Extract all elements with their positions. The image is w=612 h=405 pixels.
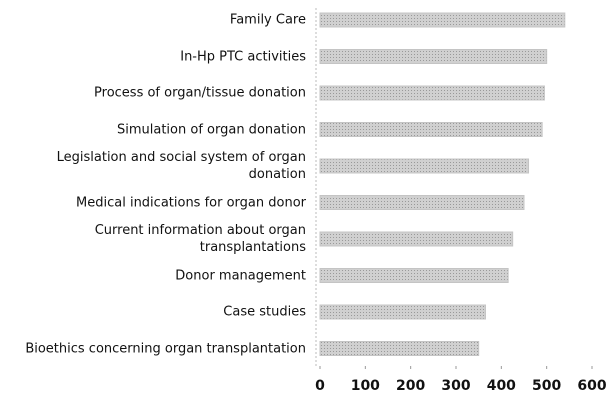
category-label: Process of organ/tissue donation — [94, 85, 306, 101]
bar — [319, 304, 486, 320]
x-tick-label: 0 — [315, 378, 325, 394]
category-label: Bioethics concerning organ transplantati… — [25, 341, 306, 356]
x-tick-label: 500 — [532, 378, 561, 394]
x-tick-label: 300 — [441, 378, 470, 394]
bar — [319, 195, 525, 210]
x-tick-label: 200 — [396, 378, 425, 394]
bar — [319, 158, 530, 174]
bar — [319, 122, 543, 137]
x-tick-label: 400 — [487, 378, 516, 394]
x-tick-label: 600 — [577, 378, 606, 394]
bar — [319, 49, 548, 64]
category-label: Donor management — [175, 268, 306, 283]
category-label: Case studies — [223, 304, 306, 320]
category-label: Current information about organ transpla… — [94, 223, 306, 255]
bar — [319, 231, 514, 247]
bar — [319, 85, 545, 101]
category-label: In-Hp PTC activities — [180, 49, 306, 64]
category-label: Simulation of organ donation — [116, 122, 306, 137]
bar — [319, 12, 566, 28]
category-label: Legislation and social system of organ d… — [56, 150, 306, 182]
bar — [319, 268, 509, 283]
category-label: Medical indications for organ donor — [76, 195, 306, 210]
bar — [319, 341, 480, 356]
category-label: Family Care — [229, 12, 306, 28]
x-tick-label: 100 — [351, 378, 380, 394]
